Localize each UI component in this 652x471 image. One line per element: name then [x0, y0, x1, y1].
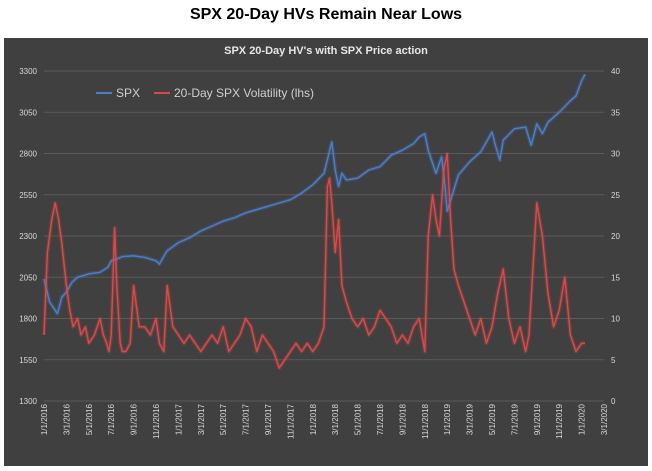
y-left-tick-label: 2550: [19, 191, 37, 200]
chart-title: SPX 20-Day HV's with SPX Price action: [224, 45, 428, 57]
x-tick-label: 3/1/2019: [466, 403, 475, 435]
y-right-tick-label: 15: [611, 273, 620, 282]
x-tick-label: 5/1/2019: [488, 403, 497, 435]
y-left-tick-label: 2800: [19, 150, 37, 159]
x-tick-label: 9/1/2016: [130, 403, 139, 435]
x-tick-label: 3/1/2020: [600, 403, 609, 435]
y-right-tick-label: 30: [611, 150, 620, 159]
x-tick-label: 3/1/2016: [62, 403, 71, 435]
grid-lines: [44, 70, 604, 402]
x-axis: 1/1/2016 3/1/2016 5/1/2016 7/1/2016 9/1/2016…: [40, 403, 609, 439]
y-left-tick-label: 1550: [19, 356, 37, 365]
y-left-tick-label: 3050: [19, 108, 37, 117]
y-right-tick-label: 40: [611, 67, 620, 76]
y-left-tick-label: 1300: [19, 397, 37, 406]
y-left-tick-label: 2050: [19, 273, 37, 282]
x-tick-label: 11/1/2019: [555, 403, 564, 439]
x-tick-label: 9/1/2018: [398, 403, 407, 435]
y-right-tick-label: 5: [611, 356, 616, 365]
x-tick-label: 11/1/2017: [286, 403, 295, 439]
series-line-spx: [43, 73, 586, 315]
x-tick-label: 7/1/2016: [107, 403, 116, 435]
x-tick-label: 1/1/2017: [174, 403, 183, 435]
y-left-tick-label: 1800: [19, 315, 37, 324]
x-tick-label: 5/1/2017: [219, 403, 228, 435]
chart-panel: SPX 20-Day HV's with SPX Price action 13…: [4, 38, 648, 466]
x-tick-label: 1/1/2018: [309, 403, 318, 435]
y-right-tick-label: 20: [611, 232, 620, 241]
y-axis-left: 1300 1550 1800 2050 2300 2550 2800 3050 3300: [19, 67, 37, 406]
legend: SPX 20-Day SPX Volatility (lhs): [96, 86, 314, 100]
x-tick-label: 7/1/2017: [242, 403, 251, 435]
y-axis-right: 0 5 10 15 20 25 30 35 40: [611, 67, 620, 406]
x-tick-label: 3/1/2018: [331, 403, 340, 435]
y-right-tick-label: 0: [611, 397, 616, 406]
x-tick-label: 5/1/2018: [354, 403, 363, 435]
x-tick-label: 11/1/2016: [152, 403, 161, 439]
y-left-tick-label: 2300: [19, 232, 37, 241]
page-title: SPX 20-Day HVs Remain Near Lows: [189, 6, 463, 23]
x-tick-label: 1/1/2019: [443, 403, 452, 435]
legend-label-spx: SPX: [116, 86, 140, 100]
chart-svg: SPX 20-Day HV's with SPX Price action 13…: [19, 45, 620, 439]
series-lines: [42, 73, 587, 370]
x-tick-label: 3/1/2017: [197, 403, 206, 435]
y-left-tick-label: 3300: [19, 67, 37, 76]
x-tick-label: 9/1/2017: [264, 403, 273, 435]
x-tick-label: 5/1/2016: [85, 403, 94, 435]
x-tick-label: 1/1/2020: [578, 403, 587, 435]
x-tick-label: 7/1/2019: [510, 403, 519, 435]
y-right-tick-label: 35: [611, 108, 620, 117]
y-right-tick-label: 25: [611, 191, 620, 200]
x-tick-label: 7/1/2018: [376, 403, 385, 435]
y-right-tick-label: 10: [611, 315, 620, 324]
x-tick-label: 11/1/2018: [421, 403, 430, 439]
x-tick-label: 1/1/2016: [40, 403, 49, 435]
series-line-volatility: [43, 152, 585, 369]
legend-label-vol: 20-Day SPX Volatility (lhs): [174, 86, 314, 100]
x-tick-label: 9/1/2019: [533, 403, 542, 435]
